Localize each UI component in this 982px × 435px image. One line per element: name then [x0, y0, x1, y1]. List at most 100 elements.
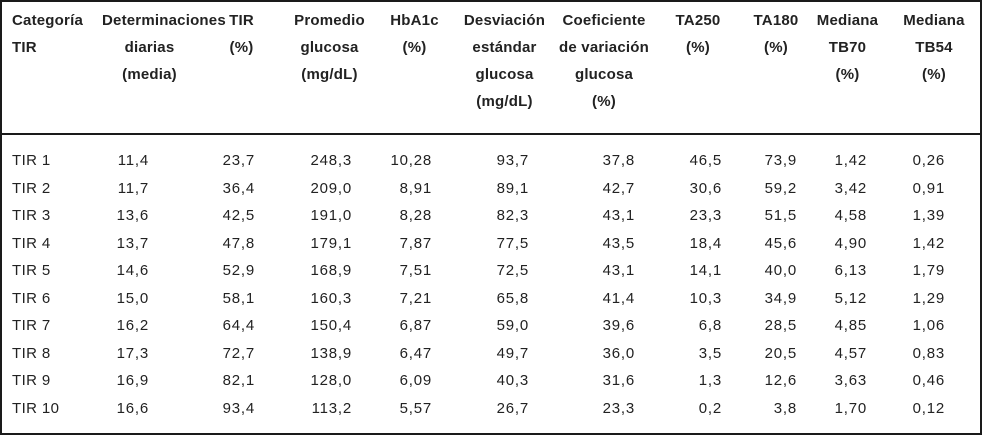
column-header-line: TIR — [229, 12, 254, 29]
column-header-categoria-tir: Categoría TIR — [2, 2, 102, 135]
value-cell: 51,5 — [764, 207, 797, 224]
value-cell: 40,0 — [764, 262, 797, 279]
value-cell: 42,5 — [222, 207, 255, 224]
value-cell: 138,9 — [310, 344, 352, 362]
value-cell: 64,4 — [222, 317, 255, 334]
value-cell: 72,5 — [496, 262, 529, 279]
value-cell: 45,6 — [764, 234, 797, 252]
value-cell: 10,3 — [689, 289, 722, 307]
value-cell: 26,7 — [496, 399, 529, 417]
value-cell: 46,5 — [689, 152, 722, 169]
value-cell: 20,5 — [764, 344, 797, 362]
value-cell: 4,85 — [834, 317, 867, 334]
value-cell: 0,46 — [912, 372, 945, 389]
value-cell: 7,51 — [399, 262, 432, 279]
value-cell: 93,4 — [222, 399, 255, 417]
row-label: TIR 9 — [12, 372, 51, 389]
column-header-line: (%) — [835, 66, 860, 83]
value-cell: 23,3 — [689, 207, 722, 224]
column-header-line: (%) — [764, 39, 788, 56]
value-cell: 28,5 — [764, 317, 797, 334]
value-cell: 52,9 — [222, 262, 255, 279]
column-header-line: diarias — [124, 39, 175, 56]
column-header-line: TB70 — [828, 39, 867, 56]
column-header-line: Determinaciones — [102, 12, 226, 29]
column-header-line: Mediana — [903, 12, 965, 29]
table-row: TIR 8 17,3 72,7 138,9 6,47 49,7 36,0 3,5 20,5 4,5… — [2, 340, 980, 368]
column-header-line: TA250 — [675, 12, 721, 29]
value-cell: 30,6 — [689, 179, 722, 197]
value-cell: 179,1 — [310, 234, 352, 252]
value-cell: 0,91 — [912, 179, 945, 197]
value-cell: 23,7 — [222, 152, 255, 169]
value-cell: 59,0 — [496, 317, 529, 334]
value-cell: 77,5 — [496, 234, 529, 252]
value-cell: 168,9 — [310, 262, 352, 279]
value-cell: 6,87 — [399, 317, 432, 334]
column-header-mediana-tb70: Mediana TB70 (%) — [811, 2, 884, 135]
column-header-promedio-glucosa: Promedio glucosa (mg/dL) — [286, 2, 373, 135]
column-header-line: (%) — [922, 66, 946, 83]
value-cell: 8,91 — [399, 179, 432, 197]
table-row: TIR 2 11,7 36,4 209,0 8,91 89,1 42,7 30,6 59,2 3,… — [2, 175, 980, 203]
table-row: TIR 10 16,6 93,4 113,2 5,57 26,7 23,3 0,2 3,8 1,7… — [2, 395, 980, 423]
column-header-line: Mediana — [816, 12, 879, 29]
column-header-line: glucosa — [574, 66, 634, 83]
row-label: TIR 6 — [12, 289, 51, 307]
value-cell: 209,0 — [310, 179, 352, 197]
column-header-tir-pct: TIR (%) — [197, 2, 286, 135]
column-header-ta250: TA250 (%) — [655, 2, 741, 135]
column-header-line: Desviación — [463, 12, 546, 29]
value-cell: 72,7 — [222, 344, 255, 362]
value-cell: 6,47 — [399, 344, 432, 362]
column-header-line: HbA1c — [390, 12, 439, 29]
table-row: TIR 9 16,9 82,1 128,0 6,09 40,3 31,6 1,3 12,6 3,6… — [2, 367, 980, 395]
column-header-coeficiente-variacion-glucosa: Coeficiente de variación glucosa (%) — [553, 2, 655, 135]
value-cell: 8,28 — [399, 207, 432, 224]
value-cell: 5,12 — [834, 289, 867, 307]
value-cell: 128,0 — [310, 372, 352, 389]
value-cell: 31,6 — [602, 372, 635, 389]
column-header-line: TA180 — [753, 12, 799, 29]
value-cell: 0,12 — [912, 399, 945, 417]
column-header-line: glucosa — [300, 39, 359, 56]
value-cell: 37,8 — [602, 152, 635, 169]
column-header-line: TB54 — [915, 39, 953, 56]
value-cell: 43,1 — [602, 207, 635, 224]
row-label: TIR 1 — [12, 152, 51, 169]
column-header-line: (%) — [686, 39, 710, 56]
column-header-hba1c: HbA1c (%) — [373, 2, 456, 135]
value-cell: 14,6 — [116, 262, 149, 279]
value-cell: 1,06 — [912, 317, 945, 334]
value-cell: 82,1 — [222, 372, 255, 389]
row-label: TIR 7 — [12, 317, 51, 334]
column-header-mediana-tb54: Mediana TB54 (%) — [884, 2, 980, 135]
row-label: TIR 8 — [12, 344, 51, 362]
value-cell: 1,39 — [912, 207, 945, 224]
value-cell: 6,09 — [399, 372, 432, 389]
value-cell: 47,8 — [222, 234, 255, 252]
value-cell: 7,21 — [399, 289, 432, 307]
table-row: TIR 5 14,6 52,9 168,9 7,51 72,5 43,1 14,1 40,0 6,… — [2, 257, 980, 285]
table-header-row: Categoría TIR Determinaciones diarias (media… — [2, 2, 980, 135]
value-cell: 23,3 — [602, 399, 635, 417]
table-row: TIR 4 13,7 47,8 179,1 7,87 77,5 43,5 18,4 45,6 4,… — [2, 230, 980, 258]
value-cell: 160,3 — [310, 289, 352, 307]
table-row: TIR 3 13,6 42,5 191,0 8,28 82,3 43,1 23,3 51,5 4,… — [2, 202, 980, 230]
table-row: TIR 1 11,4 23,7 248,3 10,28 93,7 37,8 46,5 73,9 1… — [2, 134, 980, 175]
value-cell: 43,5 — [602, 234, 635, 252]
value-cell: 3,8 — [773, 399, 797, 417]
column-header-line: de variación — [559, 39, 649, 56]
value-cell: 40,3 — [496, 372, 529, 389]
value-cell: 58,1 — [222, 289, 255, 307]
row-label: TIR 2 — [12, 179, 51, 197]
column-header-line: estándar — [472, 39, 537, 56]
value-cell: 0,2 — [698, 399, 722, 417]
value-cell: 42,7 — [602, 179, 635, 197]
row-label: TIR 4 — [12, 234, 51, 252]
value-cell: 17,3 — [116, 344, 149, 362]
row-label: TIR 3 — [12, 207, 51, 224]
column-header-line: Categoría — [12, 12, 83, 29]
value-cell: 11,4 — [117, 152, 149, 169]
